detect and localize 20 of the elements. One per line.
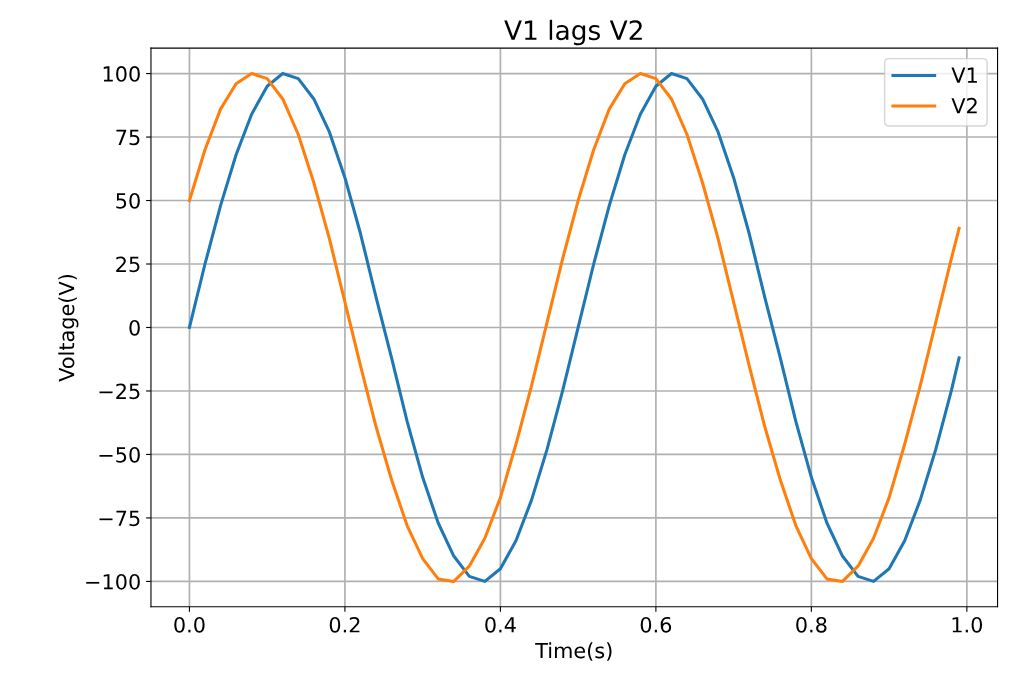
y-tick-label: −50 [99, 446, 140, 463]
x-tick-label: 0.2 [329, 616, 360, 633]
y-tick-label: 100 [103, 66, 140, 82]
x-tick-label: 1.0 [952, 616, 983, 633]
y-tick-label: −75 [99, 510, 140, 527]
y-tick-label: 25 [116, 256, 140, 273]
y-axis-title: Voltage(V) [58, 274, 79, 382]
y-tick-label: −25 [99, 383, 140, 400]
legend-label: V2 [951, 97, 977, 114]
x-tick-label: 0.4 [485, 616, 516, 633]
x-tick-label: 0.8 [796, 616, 827, 633]
chart-title: V1 lags V2 [504, 19, 642, 46]
x-tick-label: 0.0 [174, 616, 205, 633]
y-tick-label: 75 [116, 129, 140, 146]
y-tick-label: −100 [86, 573, 140, 590]
y-tick-label: 50 [116, 192, 140, 209]
x-axis-title: Time(s) [535, 642, 612, 661]
legend-label: V1 [951, 67, 977, 83]
x-tick-label: 0.6 [640, 616, 672, 633]
y-tick-label: 0 [129, 319, 140, 336]
